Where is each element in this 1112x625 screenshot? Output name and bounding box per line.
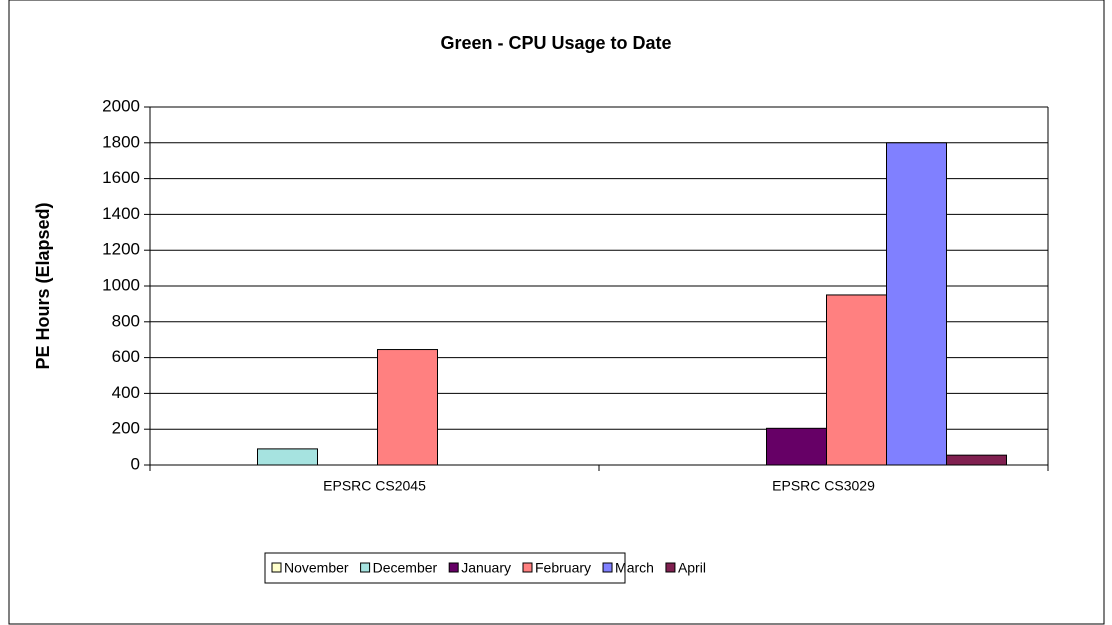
bar [946,454,1007,466]
legend-label: March [615,560,654,576]
chart-title: Green - CPU Usage to Date [440,33,671,53]
x-tick-label: EPSRC CS3029 [772,478,875,494]
y-tick-label: 200 [112,419,140,438]
legend-swatch [448,562,459,573]
bar [377,349,438,466]
legend-swatch [602,562,613,573]
y-tick-label: 600 [112,347,140,366]
y-tick-label: 0 [131,454,140,473]
legend-swatch [360,562,371,573]
legend-label: January [461,560,511,576]
legend-box [264,552,626,584]
bar [766,427,827,466]
legend-swatch [665,562,676,573]
legend-swatch [271,562,282,573]
legend-swatch [522,562,533,573]
bar [826,294,887,466]
y-tick-label: 2000 [102,96,140,115]
legend-label: February [535,560,591,576]
y-tick-label: 1600 [102,168,140,187]
y-tick-label: 1200 [102,240,140,259]
legend-label: December [373,560,438,576]
y-axis-label: PE Hours (Elapsed) [33,202,53,369]
y-tick-label: 1000 [102,275,140,294]
y-tick-label: 800 [112,311,140,330]
y-tick-label: 400 [112,383,140,402]
bar [886,142,947,466]
y-tick-label: 1400 [102,204,140,223]
legend-label: November [284,560,349,576]
bar [257,448,318,466]
y-tick-label: 1800 [102,132,140,151]
x-tick-label: EPSRC CS2045 [323,478,426,494]
legend-label: April [678,560,706,576]
